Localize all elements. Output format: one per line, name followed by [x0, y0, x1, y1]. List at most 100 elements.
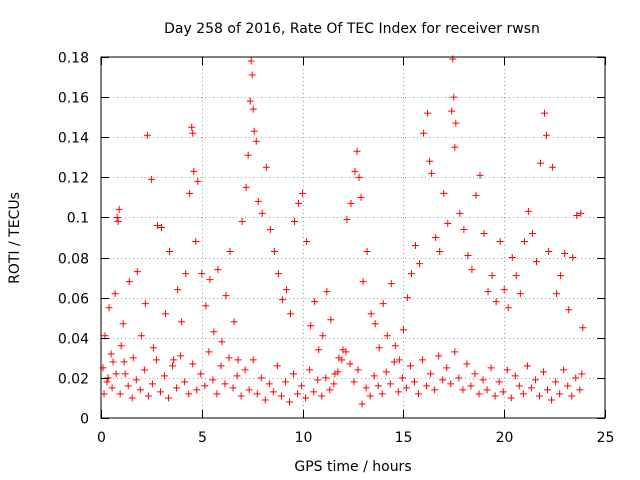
data-point — [428, 169, 436, 177]
data-point — [278, 296, 286, 304]
data-point — [545, 248, 553, 256]
data-point — [492, 298, 500, 306]
data-point — [156, 388, 164, 396]
data-point — [147, 175, 155, 183]
data-point — [322, 374, 330, 382]
data-point — [298, 382, 306, 390]
data-point — [353, 147, 361, 155]
x-tick-label: 0 — [97, 430, 106, 446]
data-point — [311, 298, 319, 306]
data-point — [577, 209, 585, 217]
data-point — [536, 159, 544, 167]
data-point — [273, 362, 281, 370]
data-point — [294, 390, 302, 398]
data-point — [579, 324, 587, 332]
data-point — [488, 272, 496, 280]
data-point — [354, 366, 362, 374]
data-point — [162, 310, 170, 318]
data-point — [387, 280, 395, 288]
data-point — [326, 386, 334, 394]
data-point — [548, 396, 556, 404]
data-point — [178, 318, 186, 326]
data-point — [386, 380, 394, 388]
data-point — [528, 229, 536, 237]
data-point — [447, 380, 455, 388]
data-point — [374, 382, 382, 390]
data-point — [519, 390, 527, 398]
data-point — [330, 380, 338, 388]
data-point — [314, 376, 322, 384]
data-point — [572, 374, 580, 382]
y-tick-label: 0.06 — [58, 292, 89, 308]
data-point — [395, 356, 403, 364]
data-point — [161, 372, 169, 380]
data-point — [527, 384, 535, 392]
data-point — [299, 189, 307, 197]
data-point — [440, 189, 448, 197]
data-point — [416, 260, 424, 268]
data-point — [467, 382, 475, 390]
x-tick-label: 20 — [496, 430, 514, 446]
data-point — [141, 300, 149, 308]
data-point — [222, 292, 230, 300]
data-point — [201, 382, 209, 390]
data-point — [205, 348, 213, 356]
data-point — [285, 398, 293, 406]
data-point — [366, 392, 374, 400]
data-point — [254, 197, 262, 205]
data-point — [487, 364, 495, 372]
data-point — [103, 378, 111, 386]
data-point — [427, 370, 435, 378]
data-point — [185, 390, 193, 398]
data-point — [143, 131, 151, 139]
data-point — [129, 354, 137, 362]
data-point — [472, 191, 480, 199]
data-point — [552, 378, 560, 386]
plot-frame — [100, 56, 606, 419]
data-point — [238, 217, 246, 225]
data-point — [233, 372, 241, 380]
data-point — [218, 338, 226, 346]
chart-title: Day 258 of 2016, Rate Of TEC Index for r… — [164, 21, 540, 37]
data-point — [241, 366, 249, 374]
data-point — [535, 392, 543, 400]
data-point — [119, 320, 127, 328]
data-point — [351, 167, 359, 175]
data-point — [464, 252, 472, 260]
data-point — [431, 386, 439, 394]
data-point — [258, 209, 266, 217]
data-point — [165, 394, 173, 402]
data-point — [553, 290, 561, 298]
data-point — [306, 366, 314, 374]
data-point — [318, 392, 326, 400]
data-point — [347, 199, 355, 207]
data-point — [247, 57, 255, 65]
data-point — [100, 390, 108, 398]
y-axis-title: ROTI / TECUs — [7, 192, 23, 284]
y-tick-label: 0.18 — [58, 51, 89, 67]
data-point — [190, 167, 198, 175]
data-point — [491, 392, 499, 400]
data-point — [424, 109, 432, 117]
data-point — [504, 304, 512, 312]
data-point — [189, 360, 197, 368]
data-point — [117, 342, 125, 350]
data-point — [194, 177, 202, 185]
data-point — [367, 310, 375, 318]
data-point — [455, 374, 463, 382]
data-point — [495, 378, 503, 386]
data-point — [383, 332, 391, 340]
data-point — [540, 368, 548, 376]
data-point — [426, 157, 434, 165]
data-point — [327, 316, 335, 324]
data-point — [451, 143, 459, 151]
data-point — [415, 390, 423, 398]
data-point — [249, 105, 257, 113]
data-point — [371, 320, 379, 328]
data-point — [214, 266, 222, 274]
data-point — [363, 248, 371, 256]
data-point — [302, 394, 310, 402]
data-point — [248, 71, 256, 79]
data-point — [432, 234, 440, 241]
data-point — [107, 350, 115, 358]
